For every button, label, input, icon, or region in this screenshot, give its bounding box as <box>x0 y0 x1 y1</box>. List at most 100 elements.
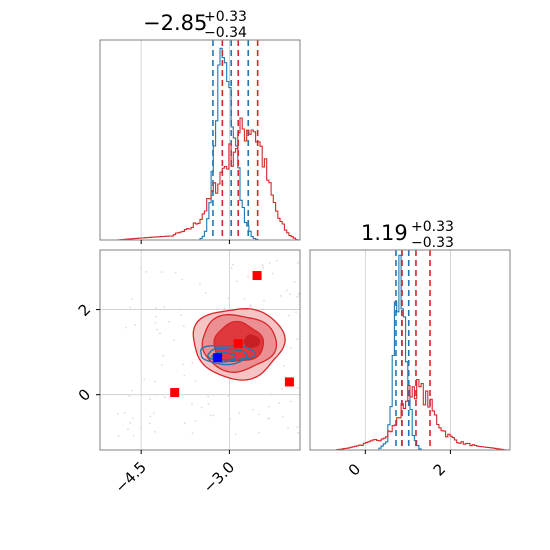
marker-0 <box>252 271 262 281</box>
sample-point <box>235 280 238 283</box>
sample-point <box>148 422 151 425</box>
sample-point <box>160 363 163 366</box>
sample-point <box>296 295 299 298</box>
hist-x-hist-blue <box>100 47 300 240</box>
marker-2 <box>170 388 180 398</box>
sample-point <box>204 291 207 294</box>
sample-point <box>180 314 183 317</box>
sample-point <box>200 406 203 409</box>
sample-point <box>271 272 274 275</box>
sample-point <box>172 339 175 342</box>
sample-point <box>134 323 137 326</box>
scatter-grid <box>100 250 300 450</box>
sample-point <box>297 431 300 434</box>
sample-point <box>182 363 185 366</box>
sample-point <box>258 431 260 434</box>
sample-point <box>159 332 161 335</box>
sample-point <box>191 361 194 364</box>
hist-x-title: −2.85 +0.33 −0.34 <box>143 9 247 41</box>
sample-point <box>174 271 177 274</box>
hist-x-panel <box>99 39 301 244</box>
sample-point <box>191 432 194 435</box>
scatter-frame <box>99 249 301 451</box>
sample-point <box>163 396 166 399</box>
sample-point <box>154 307 157 309</box>
hist-y-tick-label: 2 <box>430 460 449 479</box>
sample-point <box>163 306 166 309</box>
sample-point <box>129 422 132 424</box>
sample-point <box>227 297 230 300</box>
sample-point <box>267 405 270 408</box>
red-contour-core <box>243 334 261 349</box>
scatter-ytick-label: 0 <box>75 385 94 404</box>
scatter-contours <box>116 259 306 438</box>
hist-y-curves <box>310 250 510 450</box>
sample-point <box>281 387 284 390</box>
sample-point <box>116 412 119 415</box>
sample-point <box>212 414 215 417</box>
sample-point <box>162 354 165 357</box>
sample-point <box>275 259 278 262</box>
sample-point <box>154 380 156 383</box>
sample-point <box>269 393 272 396</box>
sample-point <box>302 259 304 261</box>
sample-point <box>223 307 226 310</box>
sample-point <box>304 266 306 268</box>
sample-point <box>268 417 271 420</box>
sample-point <box>168 320 170 323</box>
sample-point <box>194 380 197 382</box>
sample-point <box>198 283 201 286</box>
sample-point <box>156 328 159 331</box>
sample-point <box>154 431 156 433</box>
hist-x-frame <box>99 39 301 241</box>
blue-contour-level-1 <box>207 347 248 363</box>
sample-point <box>155 393 158 396</box>
hist-y-title-value: 1.19 <box>361 221 408 245</box>
marker-1 <box>284 377 294 387</box>
sample-point <box>234 433 237 436</box>
hist-y-hist-red <box>310 378 510 450</box>
sample-point <box>238 412 240 414</box>
sample-point <box>285 289 288 292</box>
sample-point <box>183 374 186 377</box>
marker-4 <box>213 353 223 363</box>
sample-point <box>179 308 181 311</box>
sample-point <box>140 427 143 429</box>
sample-point <box>288 314 290 317</box>
sample-point <box>130 298 133 301</box>
sample-point <box>289 293 291 296</box>
sample-point <box>295 311 297 314</box>
sample-point <box>123 412 126 414</box>
sample-point <box>229 418 232 421</box>
sample-point <box>154 321 157 324</box>
hist-y-frame <box>309 249 511 451</box>
sample-point <box>149 415 152 418</box>
sample-point <box>131 416 134 419</box>
sample-point <box>261 264 264 267</box>
sample-point <box>131 389 134 392</box>
sample-point <box>207 402 210 405</box>
hist-y-hist-blue <box>310 254 510 450</box>
sample-point <box>125 326 128 329</box>
sample-point <box>154 315 157 318</box>
sample-point <box>140 266 143 269</box>
sample-point <box>248 305 251 308</box>
hist-y-title: 1.19 +0.33 −0.33 <box>361 219 454 251</box>
sample-point <box>184 422 186 424</box>
sample-point <box>287 426 289 429</box>
hist-y-title-minus: −0.33 <box>411 235 454 251</box>
sample-point <box>181 278 184 281</box>
sample-point <box>152 412 155 415</box>
marker-3 <box>233 339 243 349</box>
sample-point <box>296 386 299 389</box>
hist-x-hist-red <box>100 117 300 240</box>
scatter-ytick-label: 2 <box>75 300 94 319</box>
sample-point <box>191 402 193 405</box>
sample-point <box>278 402 281 405</box>
sample-point <box>132 434 135 437</box>
sample-point <box>230 267 233 270</box>
sample-point <box>149 398 152 401</box>
sample-point <box>268 262 271 264</box>
sample-point <box>145 270 148 273</box>
